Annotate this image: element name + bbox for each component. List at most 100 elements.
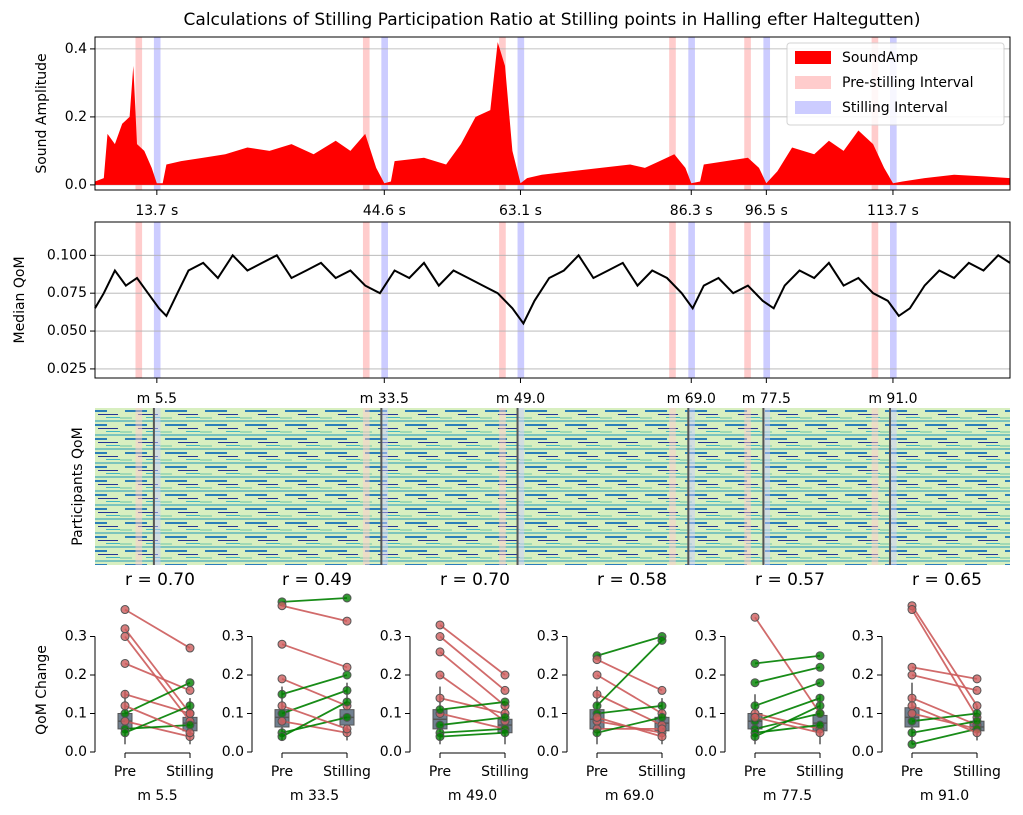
pre-point [277, 709, 287, 718]
pre-band [744, 222, 751, 378]
plot-frame [94, 221, 1011, 379]
pair-line [124, 608, 191, 649]
pair-line [124, 628, 191, 715]
stilling-band [763, 408, 771, 565]
x-tick-label: 13.7 s [135, 203, 178, 219]
x-tick-label: m 49.0 [496, 391, 545, 407]
pair-line [281, 701, 348, 738]
y-tick-label: 0.100 [47, 247, 87, 263]
pair-line [439, 624, 506, 676]
stilling-point [815, 728, 825, 738]
y-tick-label: 0.1 [695, 706, 717, 722]
stilling-point [657, 724, 667, 734]
x-tick-label: 113.7 s [867, 203, 919, 219]
pre-band [871, 408, 879, 565]
pre-band [135, 408, 143, 565]
pre-band [669, 37, 676, 190]
pair-line [911, 605, 978, 707]
x-tick-label: Pre [271, 764, 293, 780]
subplot-xlabel: m 5.5 [137, 788, 177, 804]
x-tick-label: 96.5 s [745, 203, 788, 219]
stilling-band [381, 222, 388, 378]
pair-line [754, 704, 821, 738]
stilling-point [342, 593, 352, 603]
pre-point [277, 601, 287, 611]
stilling-point [972, 716, 982, 726]
x-tick-label: Stilling [323, 764, 371, 780]
pre-point [120, 716, 130, 726]
stilling-point [657, 635, 667, 645]
x-tick-label: Pre [744, 764, 766, 780]
y-tick-label: 0.1 [380, 706, 402, 722]
pre-band [871, 222, 879, 378]
pre-band [499, 408, 506, 565]
legend-frame [786, 42, 1005, 126]
pair-line [754, 616, 821, 715]
x-tick-label: Stilling [481, 764, 529, 780]
x-tick-label: m 33.5 [360, 391, 409, 407]
y-tick-label: 0.2 [65, 109, 87, 125]
pair-line [124, 662, 191, 692]
pair-line [281, 678, 348, 707]
pre-point [907, 605, 917, 615]
stilling-point [500, 712, 510, 722]
pair-line [911, 666, 978, 680]
y-tick-label: 0.1 [222, 706, 244, 722]
y-tick-label: 0.2 [380, 667, 402, 683]
pair-line [281, 674, 348, 696]
stilling-point [185, 678, 195, 688]
x-tick-label: 63.1 s [499, 203, 542, 219]
stilling-point [342, 697, 352, 707]
subplot-xlabel: m 33.5 [290, 788, 339, 804]
y-tick-label: 0.050 [47, 323, 87, 339]
stilling-point [342, 616, 352, 626]
y-tick-label: 0.3 [222, 629, 244, 645]
pre-band [744, 37, 751, 190]
pre-band [669, 222, 676, 378]
pre-point [120, 632, 130, 641]
stilling-point [657, 701, 667, 711]
pre-point [750, 732, 760, 742]
x-tick-label: Pre [429, 764, 451, 780]
pre-band [499, 222, 506, 378]
y-tick-label: 0.3 [695, 629, 717, 645]
pre-point [120, 605, 130, 615]
chart-title: Calculations of Stilling Participation R… [184, 10, 921, 30]
pair-line [596, 658, 663, 692]
pre-point [277, 674, 287, 684]
pre-point [435, 693, 445, 703]
y-tick-label: 0.1 [65, 706, 87, 722]
stilling-point [815, 720, 825, 730]
stilling-point [185, 720, 195, 730]
x-tick-label: Pre [114, 764, 136, 780]
pair-line [754, 654, 821, 665]
pair-line [596, 639, 663, 707]
x-tick-label: 44.6 s [363, 203, 406, 219]
stilling-point [500, 670, 510, 680]
pre-point [277, 639, 287, 649]
pair-line [439, 728, 506, 734]
y-tick-label: 0.2 [222, 667, 244, 683]
stilling-point [342, 662, 352, 672]
subplot-title: r = 0.70 [440, 570, 510, 590]
pre-point [907, 709, 917, 718]
pair-line [911, 704, 978, 734]
pair-line [281, 704, 348, 730]
stilling-point [657, 712, 667, 722]
pre-band [669, 408, 676, 565]
pair-line [754, 697, 821, 723]
stilling-point [972, 728, 982, 738]
pair-line [281, 720, 348, 734]
pre-point [907, 670, 917, 680]
pair-line [439, 674, 506, 722]
pair-line [596, 704, 663, 715]
subplot-title: r = 0.49 [282, 570, 352, 590]
pre-point [592, 689, 602, 699]
pre-point [592, 655, 602, 665]
x-tick-label: Stilling [796, 764, 844, 780]
x-tick-label: 86.3 s [670, 203, 713, 219]
legend-label: SoundAmp [842, 50, 918, 66]
pre-point [750, 678, 760, 688]
stilling-point [815, 651, 825, 661]
y-tick-label: 0.025 [47, 361, 87, 377]
